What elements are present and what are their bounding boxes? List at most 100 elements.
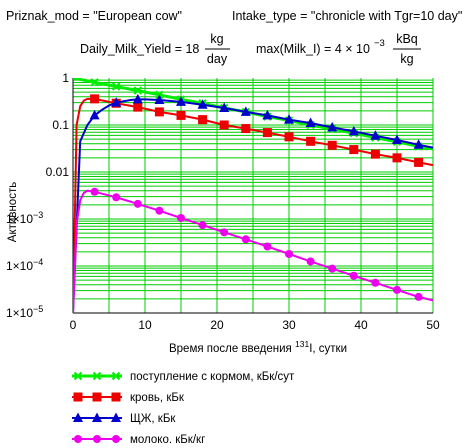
series-marker [154, 107, 164, 117]
series-marker [90, 78, 99, 87]
series-marker [90, 94, 100, 104]
marker-stroke [73, 371, 83, 381]
series-marker [197, 99, 208, 109]
series-marker [285, 250, 293, 259]
legend-swatch-marker [92, 371, 102, 381]
series-markers-3 [90, 187, 423, 301]
max-milk-exponent: −3 [374, 38, 385, 49]
series-marker [327, 140, 337, 150]
series-marker [348, 125, 359, 136]
y-tick-base: 1 [62, 71, 69, 85]
legend-label: кровь, кБк [130, 392, 185, 404]
max-milk-denominator: kg [400, 52, 413, 66]
legend-swatch-marker [92, 392, 102, 402]
legend-swatch-marker [111, 392, 121, 402]
series-line-3 [73, 189, 433, 313]
y-tick-label: 1×10−3 [6, 210, 43, 226]
series-marker [220, 228, 229, 237]
series-marker [154, 94, 165, 105]
series-marker [112, 193, 121, 202]
series-markers-2 [89, 93, 424, 149]
legend-swatch-marker [111, 371, 121, 381]
x-tick-label: 40 [354, 318, 368, 332]
marker-stroke [92, 371, 102, 381]
series-marker [306, 136, 316, 146]
legend-item: кровь, кБк [72, 392, 185, 404]
y-tick-base: 0.01 [46, 165, 70, 179]
series-marker [132, 93, 143, 104]
series-marker [219, 102, 230, 112]
series-marker [198, 221, 207, 230]
x-tick-label: 30 [282, 318, 296, 332]
series-marker [349, 145, 359, 155]
legend-label: поступление с кормом, кБк/сут [130, 371, 295, 383]
y-tick-label: 1×10−4 [6, 257, 43, 273]
series-line-2 [73, 98, 433, 313]
y-tick-label: 0.1 [52, 118, 69, 132]
series-marker [133, 86, 143, 95]
y-tick-base: 0.1 [52, 118, 69, 132]
series-marker [306, 257, 315, 266]
milk-yield-numerator: kg [210, 32, 223, 46]
series-marker [262, 128, 272, 138]
series-marker [349, 271, 358, 280]
series-marker [328, 264, 337, 273]
legend: поступление с кормом, кБк/сут кровь, кБк Щ… [72, 371, 295, 446]
series-marker [89, 109, 100, 120]
x-axis-label-isotope: 131 [295, 339, 309, 349]
series-marker [111, 97, 122, 107]
milk-yield-denominator: day [207, 52, 228, 66]
y-tick-base: 1×10 [6, 212, 33, 226]
series-marker [198, 115, 208, 125]
series-marker [263, 242, 272, 251]
series-marker [240, 106, 251, 116]
x-axis-label: Время после введения 131I, сутки [169, 339, 347, 355]
series-marker [414, 292, 423, 301]
y-tick-exponent: −3 [33, 210, 43, 220]
series-marker [305, 117, 316, 128]
legend-swatch-marker [73, 371, 83, 381]
max-milk-lhs: max(Milk_I) = 4 × 10 [256, 42, 370, 56]
series-marker [393, 285, 401, 294]
series-marker [370, 130, 381, 140]
series-marker [392, 153, 402, 163]
series-marker [155, 206, 164, 215]
max-milk-numerator: kBq [396, 32, 418, 46]
series-marker [413, 139, 424, 149]
x-tick-label: 10 [138, 318, 152, 332]
y-tick-label: 1×10−5 [6, 304, 43, 320]
intake-type-label: Intake_type = "chronicle with Tgr=10 day… [232, 9, 462, 23]
series-marker [284, 132, 294, 142]
legend-item: ЩЖ, кБк [72, 412, 176, 425]
x-axis-label-main: Время после введения [169, 343, 295, 355]
legend-item: молоко, кБк/кг [72, 434, 205, 446]
y-tick-base: 1×10 [6, 259, 33, 273]
series-marker [241, 235, 250, 244]
plot-series [73, 78, 433, 313]
series-marker [111, 82, 121, 91]
x-tick-label: 50 [426, 318, 440, 332]
plot-area [73, 78, 433, 313]
series-marker [219, 120, 229, 130]
series-line-1 [73, 97, 433, 313]
priznak-mod-label: Priznak_mod = "European cow" [6, 9, 182, 23]
y-tick-label: 0.01 [46, 165, 70, 179]
series-marker [284, 114, 294, 124]
marker-stroke [111, 82, 121, 91]
y-tick-label: 1 [62, 71, 69, 85]
series-marker [241, 124, 251, 134]
series-marker [370, 149, 380, 159]
series-marker [176, 110, 186, 120]
marker-stroke [111, 371, 121, 381]
y-tick-exponent: −4 [33, 257, 43, 267]
series-marker [371, 278, 380, 287]
x-tick-label: 0 [70, 318, 77, 332]
legend-swatch-marker [92, 412, 102, 422]
legend-label: ЩЖ, кБк [130, 413, 176, 425]
legend-swatch-marker [73, 412, 83, 422]
legend-swatch-marker [93, 435, 101, 443]
y-tick-exponent: −5 [33, 304, 43, 314]
